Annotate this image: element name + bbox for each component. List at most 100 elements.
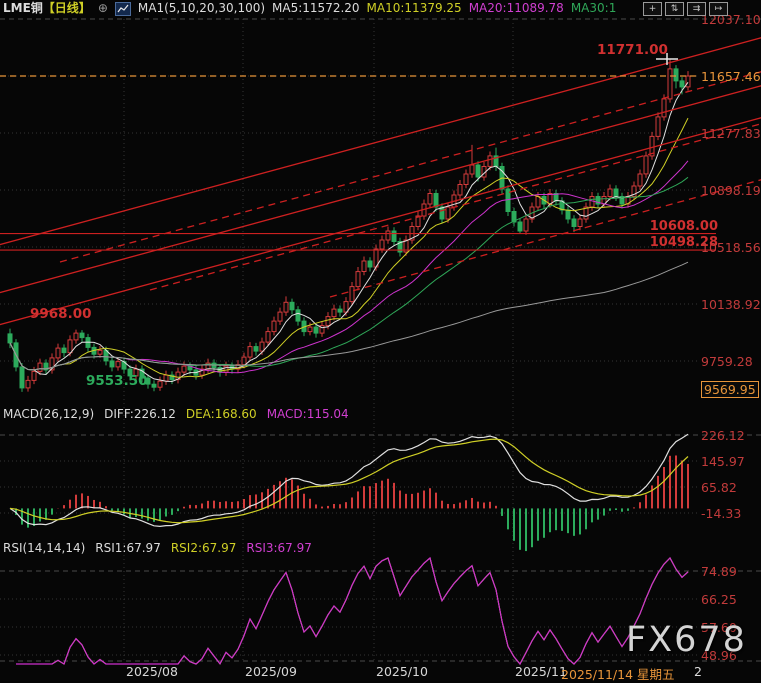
ma30-value: MA30:1 <box>570 1 617 15</box>
trend-line <box>0 85 761 294</box>
macd-params-label: MACD(26,12,9) <box>3 407 95 421</box>
candle <box>151 383 157 388</box>
x-axis-month-label: 2025/11 <box>515 664 567 679</box>
candle <box>43 362 49 371</box>
ma20-value: MA20:11089.78 <box>468 1 564 15</box>
candle <box>295 309 301 322</box>
candle <box>139 368 145 379</box>
candle <box>667 68 673 100</box>
left-high-annotation: 9968.00 <box>30 306 92 322</box>
rsi2-line <box>16 557 689 665</box>
candle <box>349 286 355 303</box>
candle <box>253 346 259 352</box>
candle <box>523 218 529 232</box>
candle <box>31 370 37 381</box>
candle <box>547 193 553 205</box>
macd-axis-label: 145.97 <box>701 454 745 469</box>
candle <box>343 301 349 313</box>
chart-toolbar: + ⇅ ⇉ ↦ <box>643 2 728 16</box>
candle <box>157 380 163 388</box>
rsi-axis-label: 66.25 <box>701 592 737 607</box>
go-to-latest-icon[interactable]: ↦ <box>709 2 728 16</box>
candle <box>487 155 493 167</box>
candle <box>61 347 67 354</box>
macd-diff-value: DIFF:226.12 <box>104 407 176 421</box>
ma10-value: MA10:11379.25 <box>366 1 462 15</box>
candle <box>565 209 571 220</box>
candle <box>271 320 277 333</box>
candle <box>643 155 649 175</box>
symbol-name: LME铜 <box>3 1 43 15</box>
ma100-line <box>9 261 689 371</box>
candle <box>355 271 361 288</box>
candle <box>49 357 55 371</box>
trend-line <box>0 37 761 246</box>
candle <box>475 164 481 178</box>
macd-dea-line <box>9 438 689 524</box>
candle <box>25 379 31 389</box>
candle <box>517 221 523 232</box>
rsi-axis-label: 48.96 <box>701 648 737 663</box>
mini-chart-icon[interactable] <box>114 1 131 16</box>
candle <box>283 301 289 313</box>
ma10-line <box>9 117 689 378</box>
candle <box>589 196 595 208</box>
candle <box>259 341 265 352</box>
x-axis-scale-icon[interactable]: ⇉ <box>687 2 706 16</box>
candle <box>265 331 271 343</box>
candle <box>145 377 151 385</box>
candle <box>433 193 439 208</box>
candle <box>277 311 283 322</box>
candle <box>661 98 667 118</box>
candle <box>307 326 313 333</box>
candle <box>631 185 637 197</box>
candle <box>397 241 403 253</box>
macd-axis-label: 65.82 <box>701 480 737 495</box>
price-axis-label: 11277.83 <box>701 126 761 141</box>
candle <box>403 239 409 253</box>
candle <box>583 206 589 220</box>
rsi2-value: RSI2:67.97 <box>170 541 237 555</box>
candle <box>313 326 319 334</box>
candle <box>19 366 25 389</box>
y-axis-scale-icon[interactable]: ⇅ <box>665 2 684 16</box>
candle <box>445 206 451 220</box>
macd-axis-label: 226.12 <box>701 428 745 443</box>
statusbar-extra-label: 2 <box>694 664 702 679</box>
candle <box>571 218 577 227</box>
rsi-axis-label: 57.60 <box>701 620 737 635</box>
candle <box>361 260 367 272</box>
candle <box>331 308 337 318</box>
candle <box>637 173 643 187</box>
candle <box>679 80 685 88</box>
candle <box>73 332 79 341</box>
watermark-logo: FX678 <box>626 620 747 660</box>
candle <box>337 308 343 313</box>
candle <box>391 230 397 242</box>
move-icon[interactable]: + <box>643 2 662 16</box>
rsi-axis-label: 74.89 <box>701 564 737 579</box>
candle <box>511 211 517 223</box>
trend-line <box>59 71 761 263</box>
candle <box>115 361 121 368</box>
ma-params-label: MA1(5,10,20,30,100) <box>137 1 266 15</box>
candle <box>37 362 43 372</box>
macd-dea-value: DEA:168.60 <box>185 407 257 421</box>
candle <box>673 68 679 82</box>
expand-icon[interactable]: ⊕ <box>97 1 108 15</box>
rsi1-line <box>16 557 689 665</box>
candle <box>427 193 433 205</box>
price-axis-label: 11657.46 <box>701 69 761 84</box>
candle <box>241 356 247 366</box>
candle <box>97 349 103 355</box>
candle <box>685 75 691 88</box>
selected-date-label: 2025/11/14 星期五 <box>561 667 675 682</box>
macd-axis-label: -14.33 <box>701 506 742 521</box>
candle <box>607 188 613 197</box>
candle <box>223 365 229 373</box>
candle <box>469 164 475 175</box>
resistance2-annotation: 10498.28 <box>649 235 718 250</box>
candle <box>7 333 13 344</box>
